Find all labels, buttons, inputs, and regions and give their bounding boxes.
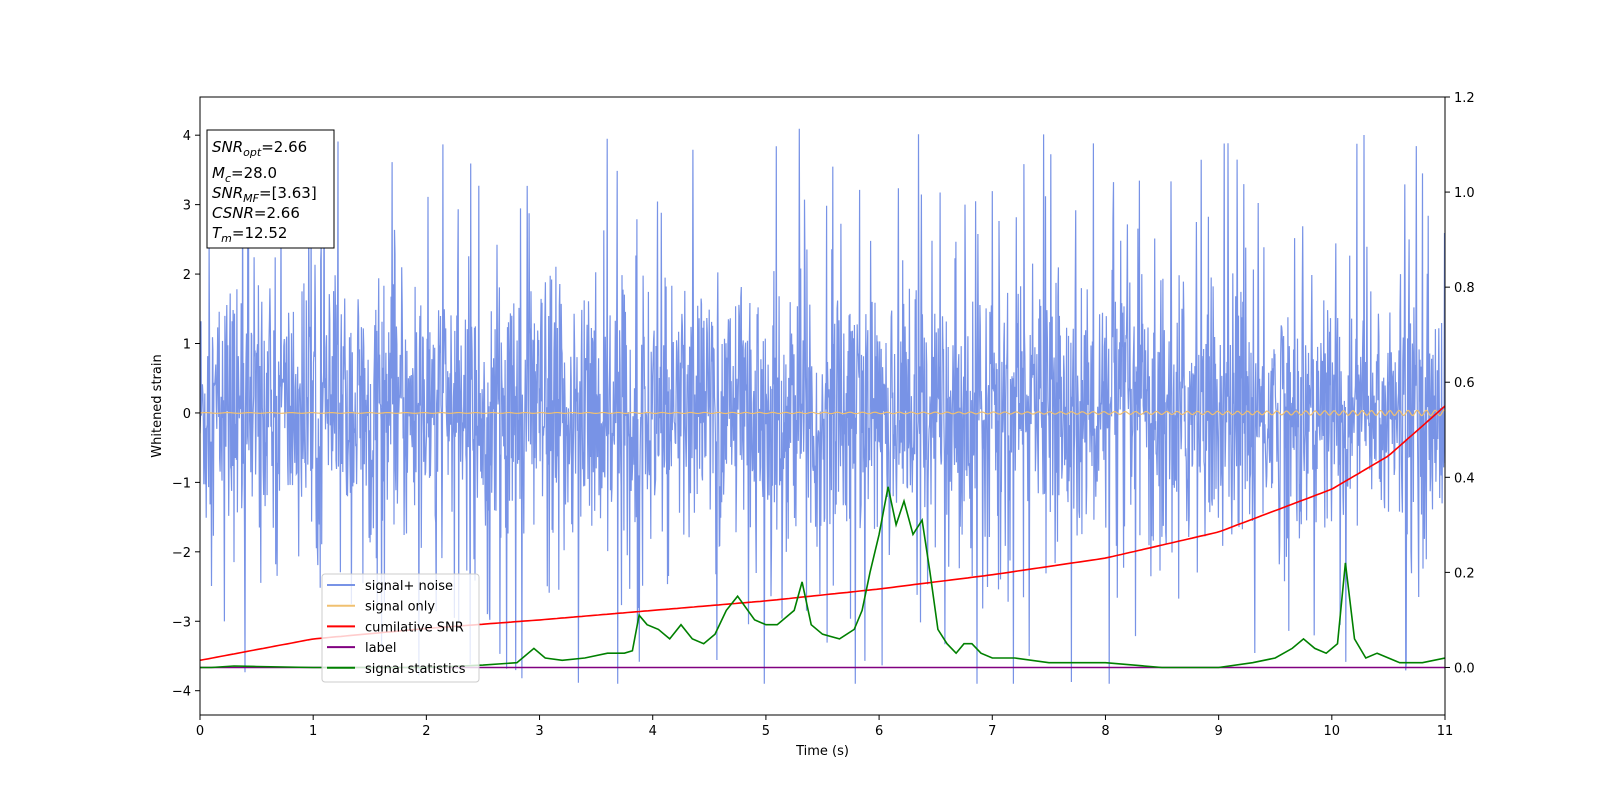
- y2-tick-label: 0.0: [1454, 661, 1475, 676]
- legend-frame: [321, 573, 480, 683]
- y-tick-label: 1: [183, 338, 191, 353]
- y2-tick-label: 0.6: [1454, 376, 1475, 391]
- x-tick-label: 3: [535, 724, 543, 739]
- x-tick-label: 6: [875, 724, 883, 739]
- info-box-line: CSNR=2.66: [212, 204, 300, 222]
- x-tick-label: 4: [649, 724, 657, 739]
- x-tick-label: 5: [762, 724, 770, 739]
- x-axis-label: Time (s): [795, 744, 849, 759]
- plot-frame: [199, 96, 1446, 716]
- legend-label: signal statistics: [365, 662, 466, 677]
- y-tick-label: 3: [183, 199, 191, 214]
- noise-line: [200, 128, 1445, 684]
- info-box-line: Tm=12.52: [212, 224, 287, 245]
- y-tick-label: −4: [172, 685, 191, 700]
- x-tick-label: 7: [988, 724, 996, 739]
- legend-label: label: [365, 641, 396, 656]
- legend-label: cumilative SNR: [365, 620, 464, 635]
- y-tick-label: −1: [172, 476, 191, 491]
- y2-tick-label: 0.2: [1454, 566, 1475, 581]
- y-tick-label: 0: [183, 407, 191, 422]
- y2-tick-label: 1.0: [1454, 186, 1475, 201]
- y-tick-label: 2: [183, 268, 191, 283]
- y-axis-left: −4 −3 −2 −1 0 1 2 3 4: [172, 129, 200, 700]
- info-box-line: Mc=28.0: [212, 164, 277, 185]
- x-tick-label: 10: [1324, 724, 1341, 739]
- signal-statistics-line: [200, 486, 1445, 669]
- y-tick-label: −3: [172, 615, 191, 630]
- x-tick-label: 11: [1437, 724, 1454, 739]
- y-axis-label: Whitened strain: [150, 354, 165, 457]
- info-box-line: SNRopt=2.66: [212, 138, 307, 159]
- x-tick-label: 0: [196, 724, 204, 739]
- legend-label: signal only: [365, 600, 435, 615]
- x-tick-label: 8: [1101, 724, 1109, 739]
- y2-tick-label: 0.4: [1454, 471, 1475, 486]
- info-box-line: SNRMF=[3.63]: [212, 184, 317, 205]
- y-tick-label: −2: [172, 546, 191, 561]
- y-axis-right: 0.0 0.2 0.4 0.6 0.8 1.0 1.2: [1445, 91, 1475, 676]
- legend: signal+ noise signal only cumilative SNR la…: [321, 573, 480, 683]
- series-signal-noise: [200, 128, 1445, 684]
- legend-label: signal+ noise: [365, 579, 453, 594]
- x-axis: 0 1 2 3 4 5 6 7 8 9 10 11: [196, 715, 1453, 739]
- x-tick-label: 2: [422, 724, 430, 739]
- info-box-frame: [206, 129, 335, 249]
- y2-tick-label: 0.8: [1454, 281, 1475, 296]
- signal-only-line: [200, 409, 1445, 417]
- y2-tick-label: 1.2: [1454, 91, 1475, 106]
- x-tick-label: 9: [1214, 724, 1222, 739]
- y-tick-label: 4: [183, 129, 191, 144]
- x-tick-label: 1: [309, 724, 317, 739]
